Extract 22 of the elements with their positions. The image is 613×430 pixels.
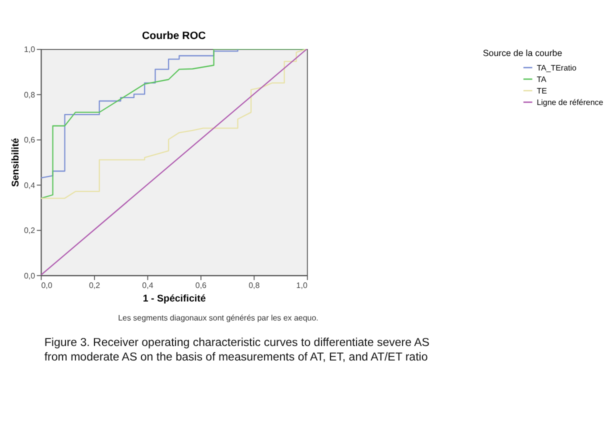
legend-title: Source de la courbe — [482, 48, 562, 58]
x-tick-label: 0,8 — [248, 281, 260, 290]
legend-label: TE — [536, 86, 547, 96]
y-tick-label: 0,4 — [24, 180, 36, 190]
y-axis-title: Sensibilité — [10, 138, 22, 187]
text: Les segments diagonaux sont générés par les ex aequo. — [118, 313, 318, 322]
chart-title: Courbe ROC — [142, 30, 206, 42]
legend-label: TA_TEratio — [536, 63, 577, 72]
x-tick-label: 0,4 — [142, 281, 154, 290]
caption: Figure 3. Receiver operating characteristic curves to differentiate severe AS from moderate AS on the basis of measurements of AT, ET, and AT/ET ratio — [44, 337, 430, 364]
x-tick-label: 1,0 — [296, 281, 308, 290]
legend-label: TA — [536, 74, 547, 84]
y-tick-label: 1,0 — [24, 45, 36, 54]
x-tick-label: 0,6 — [195, 281, 208, 290]
y-tick-label: 0,6 — [24, 136, 36, 145]
legend-label: Ligne de référence — [536, 98, 604, 107]
x-tick-label: 0,2 — [88, 281, 101, 290]
y-tick-label: 0,0 — [24, 271, 36, 280]
y-tick-label: 0,2 — [24, 226, 36, 236]
y-tick-label: 0,8 — [24, 90, 36, 100]
x-tick-label: 0,0 — [41, 281, 53, 290]
x-axis-title: 1 - Spécificité — [142, 293, 206, 304]
